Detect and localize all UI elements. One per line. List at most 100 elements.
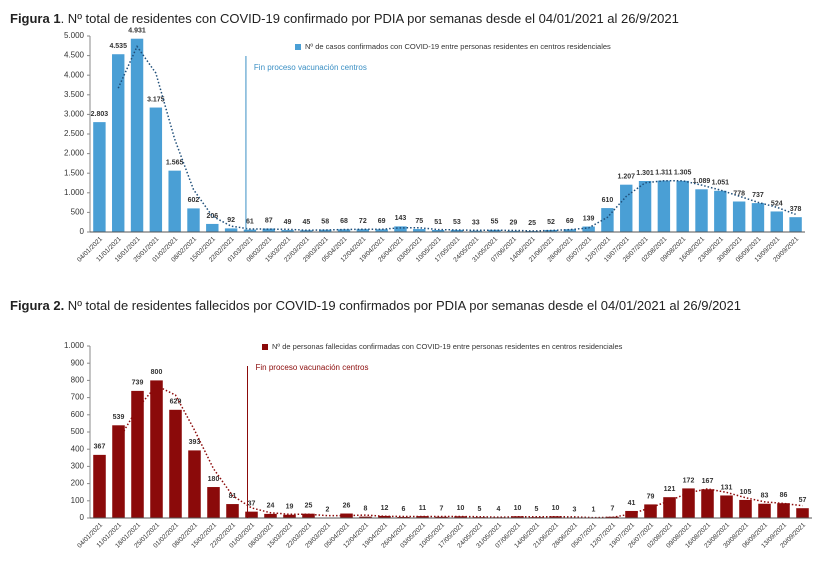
bar (264, 513, 277, 518)
bar (720, 495, 733, 518)
y-tick-label: 900 (71, 358, 85, 367)
bar (625, 510, 638, 518)
value-label: 68 (340, 218, 348, 225)
value-label: 25 (305, 503, 313, 510)
bar (714, 190, 727, 232)
value-label: 1.565 (166, 159, 184, 166)
value-label: 33 (472, 220, 480, 227)
bar (777, 503, 790, 518)
value-label: 1 (592, 507, 596, 514)
bar (281, 230, 294, 232)
value-label: 75 (415, 218, 423, 225)
bar (130, 38, 144, 232)
value-label: 87 (265, 217, 273, 224)
bar (302, 513, 315, 518)
value-label: 5 (535, 506, 539, 513)
value-label: 52 (547, 219, 555, 226)
bar (416, 516, 429, 518)
bar (93, 122, 106, 232)
value-label: 6 (402, 506, 406, 513)
value-label: 1.051 (712, 180, 730, 187)
bar (770, 211, 783, 232)
value-label: 143 (395, 215, 407, 222)
bar (644, 504, 657, 518)
bar (413, 229, 426, 232)
value-label: 69 (566, 218, 574, 225)
y-tick-label: 500 (71, 208, 85, 217)
value-label: 41 (628, 500, 636, 507)
value-label: 7 (440, 506, 444, 513)
value-label: 206 (206, 213, 218, 220)
bar (300, 230, 313, 232)
bar (149, 107, 163, 232)
value-label: 5 (478, 506, 482, 513)
bar (701, 489, 714, 518)
bar (789, 217, 802, 232)
bar (131, 390, 144, 518)
value-label: 92 (227, 217, 235, 224)
bar (224, 228, 238, 232)
y-tick-label: 600 (71, 410, 85, 419)
legend-swatch (262, 344, 268, 350)
bar (168, 170, 181, 232)
bar (245, 511, 258, 518)
value-label: 12 (381, 505, 389, 512)
value-label: 24 (267, 503, 275, 510)
bar (150, 380, 163, 518)
value-label: 180 (208, 476, 220, 483)
bar (340, 513, 353, 518)
value-label: 26 (343, 502, 351, 509)
value-label: 10 (514, 505, 522, 512)
value-label: 86 (780, 492, 788, 499)
value-label: 105 (740, 489, 752, 496)
value-label: 51 (434, 219, 442, 226)
value-label: 3.175 (147, 96, 165, 103)
value-label: 4.535 (109, 43, 127, 50)
value-label: 539 (113, 414, 125, 421)
value-label: 53 (453, 219, 461, 226)
bar (739, 499, 752, 518)
bar (549, 516, 562, 518)
value-label: 610 (602, 197, 614, 204)
bar (657, 180, 671, 232)
value-label: 79 (647, 493, 655, 500)
bar (318, 229, 332, 232)
y-tick-label: 3.500 (64, 90, 85, 99)
value-label: 172 (683, 477, 695, 484)
value-label: 8 (364, 505, 368, 512)
value-label: 4 (497, 506, 501, 513)
trend-line (117, 44, 796, 232)
bar (207, 487, 220, 518)
y-tick-label: 300 (71, 462, 85, 471)
y-tick-label: 500 (71, 427, 85, 436)
value-label: 139 (583, 215, 595, 222)
value-label: 10 (552, 505, 560, 512)
y-tick-label: 0 (80, 227, 85, 236)
value-label: 800 (151, 369, 163, 376)
y-tick-label: 700 (71, 393, 85, 402)
bar (676, 180, 689, 232)
value-label: 10 (457, 505, 465, 512)
bar (450, 229, 464, 232)
bar (620, 184, 633, 232)
bar (112, 54, 125, 233)
bar (511, 516, 524, 518)
value-label: 11 (419, 505, 427, 512)
value-label: 121 (664, 486, 676, 493)
value-label: 629 (170, 399, 182, 406)
bar (638, 181, 652, 232)
value-label: 45 (302, 219, 310, 226)
legend-label: Nº de casos confirmados con COVID-19 ent… (305, 42, 611, 51)
value-label: 69 (378, 218, 386, 225)
y-tick-label: 1.500 (64, 168, 85, 177)
value-label: 2 (326, 506, 330, 513)
bar (356, 229, 370, 232)
y-tick-label: 0 (80, 513, 85, 522)
bar (431, 230, 445, 232)
bar (695, 189, 708, 232)
bar (751, 203, 765, 232)
value-label: 524 (771, 200, 783, 207)
bar (187, 208, 200, 232)
value-label: 83 (761, 493, 769, 500)
